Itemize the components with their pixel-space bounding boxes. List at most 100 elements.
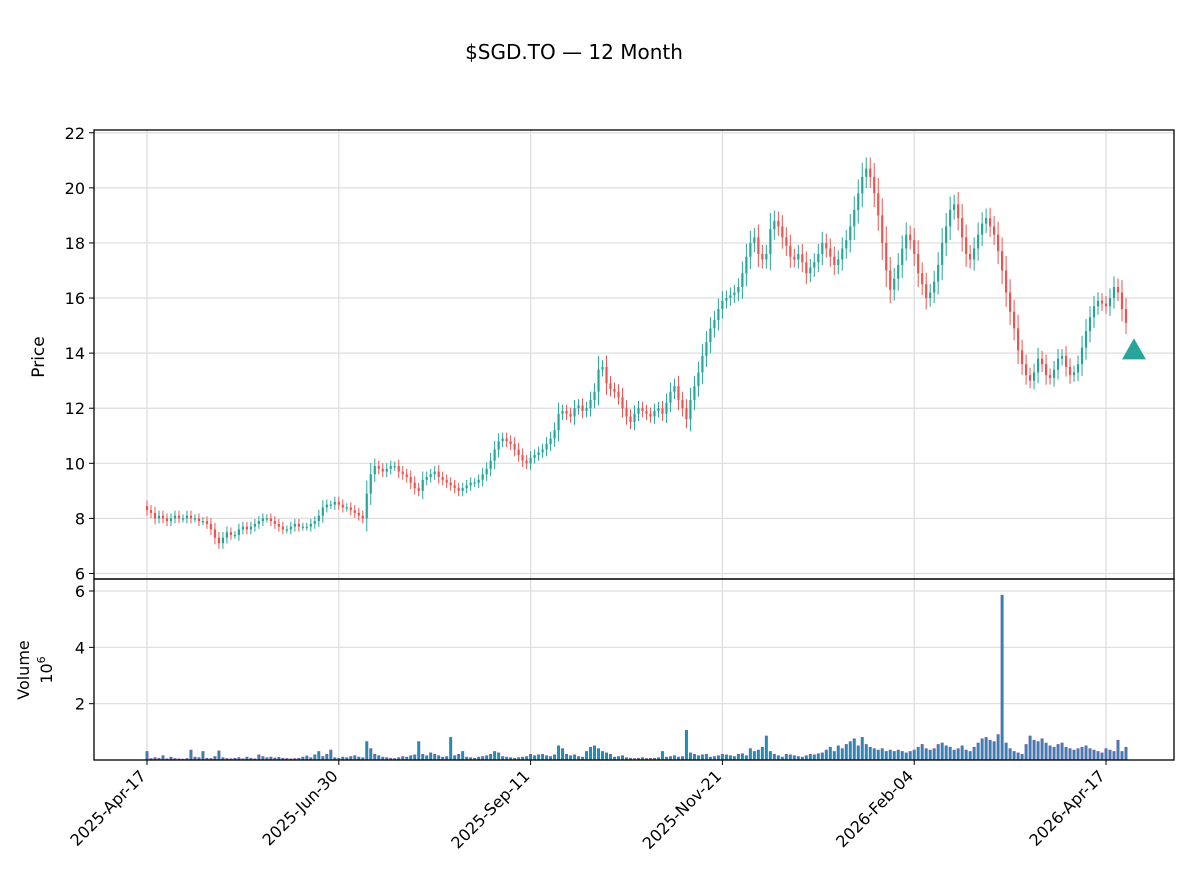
volume-multiplier-label: 106 <box>35 656 56 683</box>
candle-body <box>733 292 736 296</box>
candle-body <box>433 471 436 475</box>
candle-body <box>461 488 464 491</box>
volume-bar <box>836 745 840 761</box>
volume-bar <box>996 734 1000 761</box>
price-y-axis: 6 8 10 12 14 16 18 20 22 <box>65 124 94 583</box>
volume-bar <box>720 753 724 761</box>
x-axis: 2025-Apr-17 2025-Jun-30 2025-Sep-11 2025-No… <box>66 760 1109 853</box>
volume-bar <box>609 753 613 761</box>
volume-bar <box>992 741 996 761</box>
volume-bar <box>748 748 752 761</box>
candle-body <box>825 242 828 249</box>
volume-y-axis: 2 4 6 <box>75 582 94 714</box>
candle-body <box>1040 358 1044 365</box>
volume-bar <box>585 751 589 761</box>
candle-body <box>165 518 169 522</box>
candle-body <box>709 328 712 343</box>
candle-body <box>1068 366 1072 376</box>
volume-bar <box>896 749 900 761</box>
candle-body <box>445 479 448 483</box>
volume-bar <box>1040 738 1044 761</box>
candle-body <box>757 237 760 254</box>
buy-signal-marker <box>1121 338 1146 360</box>
candle-body <box>593 391 596 400</box>
volume-bar <box>1084 745 1088 761</box>
candle-body <box>625 408 628 417</box>
candle-body <box>301 526 304 528</box>
candle-body <box>849 226 852 241</box>
candle-body <box>725 298 728 301</box>
volume-bar <box>589 746 593 761</box>
volume-bar <box>908 751 912 761</box>
candle-body <box>1060 355 1064 359</box>
volume-bar <box>812 754 816 761</box>
candle-body <box>297 523 300 527</box>
volume-bar <box>317 751 321 761</box>
volume-bar <box>760 746 764 761</box>
volume-bar <box>892 751 896 761</box>
volume-bar <box>369 748 373 761</box>
volume-bar <box>1120 751 1124 761</box>
candle-body <box>425 477 428 480</box>
candle-body <box>225 532 229 538</box>
x-tick-label: 2025-Apr-17 <box>66 766 149 849</box>
candle-body <box>1076 364 1080 373</box>
candle-body <box>1112 287 1116 299</box>
volume-bar <box>764 735 768 761</box>
candle-body <box>989 218 992 227</box>
candle-body <box>1024 364 1028 376</box>
volume-bar <box>912 749 916 761</box>
candle-body <box>993 226 996 235</box>
volume-bar <box>940 742 944 761</box>
candle-body <box>413 482 416 489</box>
candle-body <box>685 408 688 420</box>
candle-body <box>1052 369 1056 378</box>
volume-bar <box>537 754 541 761</box>
volume-bar <box>529 753 533 761</box>
candle-body <box>1032 372 1036 381</box>
candle-body <box>273 521 276 524</box>
candle-body <box>609 383 612 389</box>
candle-body <box>909 234 912 241</box>
candle-body <box>241 526 244 530</box>
volume-bar <box>1068 748 1072 761</box>
candle-body <box>997 234 1000 252</box>
volume-bar <box>365 741 369 761</box>
candle-body <box>677 386 680 400</box>
candle-body <box>617 391 620 398</box>
candle-body <box>749 242 752 257</box>
candle-body <box>973 248 976 260</box>
candle-body <box>945 226 948 243</box>
price-tick-label: 12 <box>65 399 85 418</box>
candle-body <box>969 253 972 260</box>
candle-body <box>369 474 372 494</box>
volume-bar <box>325 753 329 761</box>
volume-bar <box>788 754 792 761</box>
volume-bar <box>772 753 776 761</box>
candle-body <box>429 474 432 478</box>
price-tick-label: 6 <box>75 564 85 583</box>
candle-body <box>821 242 824 254</box>
candle-body <box>917 253 920 274</box>
volume-bar <box>844 744 848 761</box>
volume-bar <box>1020 753 1024 761</box>
candle-body <box>1104 303 1108 307</box>
volume-bar <box>1036 741 1040 761</box>
volume-bar <box>597 748 601 761</box>
x-tick-label: 2025-Jun-30 <box>259 766 342 849</box>
volume-bar <box>932 748 936 761</box>
price-grid <box>94 130 1174 579</box>
candle-body <box>653 410 656 417</box>
candle-body <box>505 438 508 442</box>
volume-bar <box>684 730 688 761</box>
candle-body <box>417 488 420 491</box>
candle-body <box>889 270 892 290</box>
candle-body <box>193 518 197 520</box>
candle-body <box>485 468 488 475</box>
candle-body <box>1048 375 1052 378</box>
volume-bar <box>692 753 696 761</box>
candle-body <box>213 529 217 538</box>
volume-bar <box>988 739 992 761</box>
price-tick-label: 20 <box>65 179 85 198</box>
candle-body <box>361 515 364 519</box>
